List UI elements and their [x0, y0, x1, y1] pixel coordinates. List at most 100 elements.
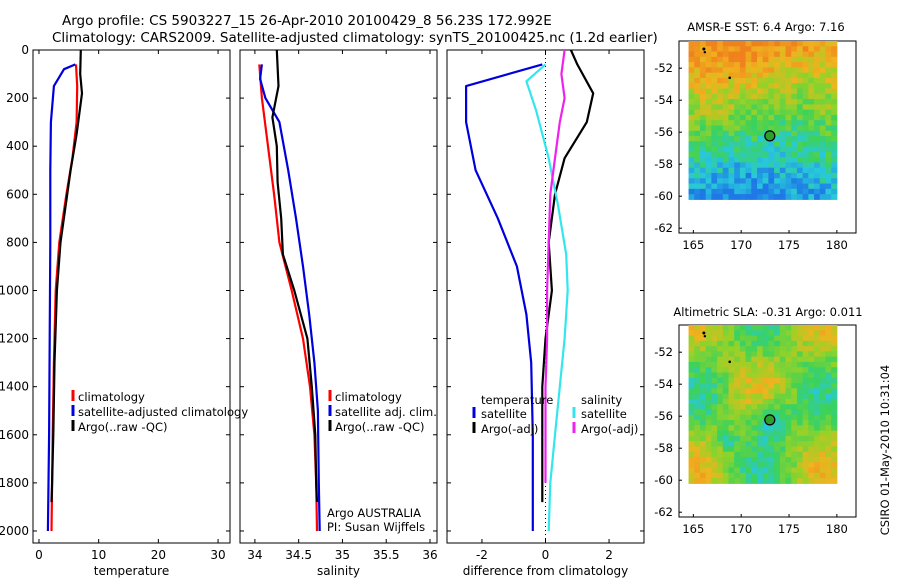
- altimetric-sla-map-cell: [757, 446, 764, 453]
- amsr-sst-map-cell: [694, 125, 701, 132]
- amsr-sst-map-cell: [796, 72, 804, 79]
- altimetric-sla-map-cell: [814, 330, 821, 337]
- amsr-sst-map-cell: [819, 151, 826, 158]
- altimetric-sla-map-cell: [757, 346, 764, 352]
- amsr-sst-map-cell: [711, 188, 718, 195]
- amsr-sst-map-xtick-label: 165: [682, 238, 704, 252]
- amsr-sst-map-cell: [705, 51, 712, 58]
- amsr-sst-map-cell: [785, 77, 792, 84]
- amsr-sst-map-cell: [728, 109, 735, 116]
- amsr-sst-map-cell: [796, 88, 804, 95]
- amsr-sst-map-cell: [745, 136, 752, 142]
- amsr-sst-map-cell: [739, 146, 747, 153]
- amsr-sst-map-cell: [751, 146, 758, 153]
- altimetric-sla-map-cell: [717, 451, 724, 458]
- altimetric-sla-map-cell: [717, 414, 724, 421]
- amsr-sst-map-cell: [717, 194, 724, 200]
- amsr-sst-map-cell: [734, 151, 741, 158]
- amsr-sst-map-cell: [831, 109, 838, 116]
- amsr-sst-map-cell: [808, 157, 815, 163]
- altimetric-sla-map-cell: [819, 330, 826, 337]
- altimetric-sla-map-track-dot: [728, 360, 732, 364]
- altimetric-sla-map-cell: [796, 457, 804, 463]
- amsr-sst-map-cell: [699, 99, 707, 105]
- altimetric-sla-map-cell: [785, 446, 792, 453]
- altimetric-sla-map-cell: [694, 398, 701, 405]
- amsr-sst-map-cell: [717, 46, 724, 53]
- altimetric-sla-map-cell: [745, 430, 752, 437]
- altimetric-sla-map-cell: [779, 361, 787, 368]
- amsr-sst-map-cell: [722, 114, 729, 121]
- amsr-sst-map-cell: [819, 93, 826, 100]
- amsr-sst-map-cell: [694, 141, 701, 148]
- amsr-sst-map-cell: [785, 72, 792, 79]
- amsr-sst-map-cell: [762, 41, 769, 47]
- altimetric-sla-map-cell: [734, 425, 741, 432]
- amsr-sst-map-cell: [802, 167, 809, 174]
- altimetric-sla-map-cell: [768, 435, 775, 442]
- amsr-sst-map-cell: [768, 151, 775, 158]
- amsr-sst-map-cell: [814, 178, 821, 185]
- altimetric-sla-map-cell: [705, 388, 712, 395]
- amsr-sst-map-argo-marker: [764, 130, 776, 142]
- amsr-sst-map-cell: [796, 167, 804, 174]
- amsr-sst-map-cell: [825, 67, 832, 74]
- altimetric-sla-map-cell: [768, 393, 775, 400]
- amsr-sst-map-cell: [796, 99, 804, 105]
- altimetric-sla-map-cell: [739, 351, 747, 358]
- amsr-sst-map-cell: [757, 109, 764, 116]
- altimetric-sla-map-cell: [762, 457, 769, 463]
- amsr-sst-map-cell: [808, 104, 815, 111]
- altimetric-sla-map-cell: [768, 457, 775, 463]
- amsr-sst-map-cell: [717, 109, 724, 116]
- altimetric-sla-map-cell: [699, 404, 707, 410]
- altimetric-sla-map-cell: [779, 462, 787, 469]
- amsr-sst-map-cell: [779, 41, 787, 47]
- altimetric-sla-map-cell: [779, 451, 787, 458]
- altimetric-sla-map-cell: [734, 441, 741, 447]
- altimetric-sla-map-cell: [831, 383, 838, 389]
- altimetric-sla-map-cell: [791, 367, 798, 374]
- altimetric-sla-map-cell: [745, 325, 752, 331]
- altimetric-sla-map-cell: [819, 414, 826, 421]
- amsr-sst-map-cell: [779, 46, 787, 53]
- altimetric-sla-map-cell: [808, 361, 815, 368]
- amsr-sst-map-cell: [688, 51, 695, 58]
- altimetric-sla-map-cell: [717, 472, 724, 479]
- amsr-sst-map-cell: [705, 46, 712, 53]
- amsr-sst-map-cell: [785, 130, 792, 137]
- amsr-sst-map-cell: [791, 46, 798, 53]
- amsr-sst-map-cell: [785, 41, 792, 47]
- altimetric-sla-map-cell: [814, 377, 821, 384]
- temperature-legend-label: satellite-adjusted climatology: [78, 405, 248, 419]
- amsr-sst-map-cell: [728, 162, 735, 169]
- altimetric-sla-map-cell: [757, 340, 764, 347]
- altimetric-sla-map-xtick-label: 165: [682, 522, 704, 536]
- amsr-sst-map-cell: [745, 157, 752, 163]
- amsr-sst-map-cell: [774, 93, 781, 100]
- altimetric-sla-map-cell: [802, 425, 809, 432]
- amsr-sst-map-cell: [785, 114, 792, 121]
- altimetric-sla-map-cell: [705, 361, 712, 368]
- altimetric-sla-map-cell: [745, 425, 752, 432]
- altimetric-sla-map-cell: [722, 451, 729, 458]
- amsr-sst-map-cell: [808, 130, 815, 137]
- altimetric-sla-map-cell: [774, 367, 781, 374]
- amsr-sst-map-cell: [796, 77, 804, 84]
- amsr-sst-map-cell: [779, 104, 787, 111]
- amsr-sst-map-cell: [825, 173, 832, 179]
- amsr-sst-map-cell: [768, 120, 775, 126]
- altimetric-sla-map-cell: [768, 361, 775, 368]
- altimetric-sla-map-cell: [774, 330, 781, 337]
- amsr-sst-map-cell: [717, 151, 724, 158]
- amsr-sst-map-cell: [722, 151, 729, 158]
- altimetric-sla-map-cell: [751, 361, 758, 368]
- amsr-sst-map-cell: [711, 162, 718, 169]
- amsr-sst-map-cell: [717, 141, 724, 148]
- amsr-sst-map-cell: [814, 46, 821, 53]
- altimetric-sla-map-cell: [688, 420, 695, 426]
- temperature-ytick-label: 800: [6, 235, 29, 249]
- altimetric-sla-map-cell: [694, 388, 701, 395]
- altimetric-sla-map-cell: [774, 398, 781, 405]
- altimetric-sla-map-cells: [688, 325, 838, 484]
